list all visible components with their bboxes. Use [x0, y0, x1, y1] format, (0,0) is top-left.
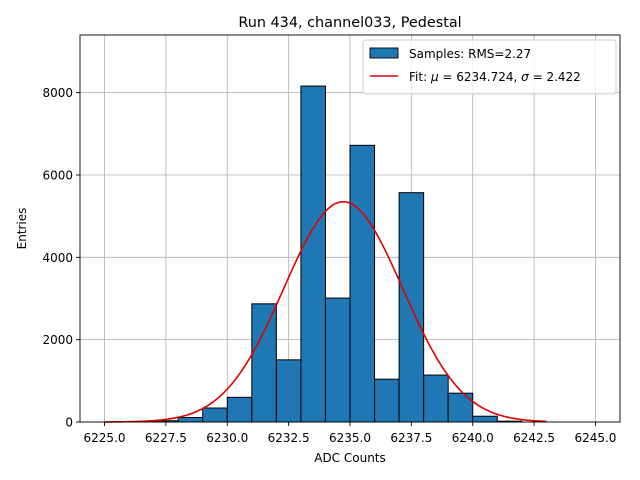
x-tick-label: 6235.0 [329, 431, 371, 445]
y-axis-ticks: 0 2000 4000 6000 8000 [42, 86, 80, 430]
y-axis-label: Entries [15, 208, 29, 250]
legend-fit-prefix: Fit: [409, 70, 431, 84]
y-tick-label: 2000 [42, 333, 73, 347]
x-tick-label: 6227.5 [145, 431, 187, 445]
legend-label-fit: Fit: μ = 6234.724, σ = 2.422 [409, 70, 581, 84]
x-tick-label: 6242.5 [513, 431, 555, 445]
histogram-bar [324, 297, 351, 423]
histogram-bars [153, 85, 523, 423]
legend-fit-mu-symbol: μ [430, 70, 439, 84]
legend-label-samples: Samples: RMS=2.27 [409, 47, 531, 61]
y-tick-label: 6000 [42, 168, 73, 182]
x-axis-label: ADC Counts [314, 451, 386, 465]
histogram-bar [374, 378, 400, 423]
legend: Samples: RMS=2.27 Fit: μ = 6234.724, σ =… [362, 39, 617, 95]
histogram-bar [177, 416, 204, 423]
y-tick-label: 8000 [42, 86, 73, 100]
legend-fit-sigma-text: = 2.422 [529, 70, 581, 84]
y-tick-label: 4000 [42, 251, 73, 265]
y-tick-label: 0 [65, 416, 73, 430]
x-tick-label: 6245.0 [574, 431, 616, 445]
legend-swatch-samples [369, 47, 399, 59]
legend-box [362, 39, 617, 95]
fit-curve [104, 200, 547, 423]
x-tick-label: 6237.5 [390, 431, 432, 445]
histogram-bar [349, 144, 376, 423]
histogram-bar [275, 359, 302, 423]
x-tick-label: 6230.0 [206, 431, 248, 445]
x-tick-label: 6232.5 [268, 431, 310, 445]
x-tick-label: 6240.0 [452, 431, 494, 445]
histogram-bar [300, 85, 326, 423]
x-tick-label: 6225.0 [84, 431, 126, 445]
legend-fit-sigma-symbol: σ [521, 70, 529, 84]
histogram-bar [251, 303, 277, 423]
histogram-bar [472, 415, 498, 423]
histogram-bar [226, 396, 253, 423]
histogram-bar [423, 374, 449, 423]
histogram-bar [202, 407, 228, 423]
chart-title: Run 434, channel033, Pedestal [238, 15, 461, 31]
x-axis-ticks: 6225.0 6227.5 6230.0 6232.5 6235.0 6237.5 6240… [84, 422, 616, 445]
legend-fit-mu-text: = 6234.724, [439, 70, 522, 84]
